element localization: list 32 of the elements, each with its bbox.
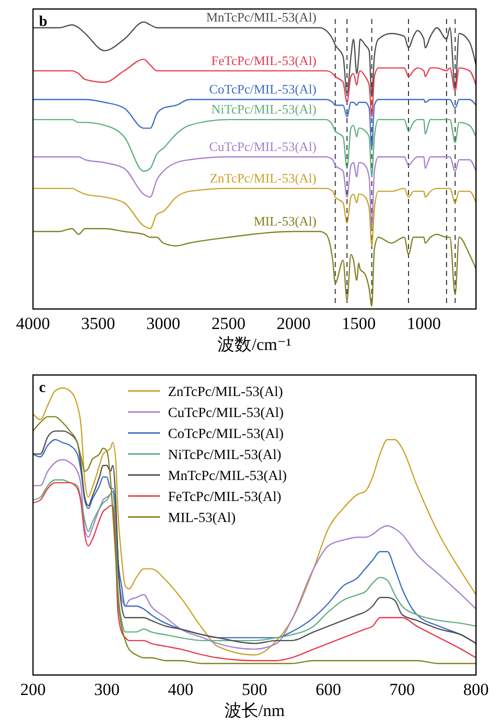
- x-tick-label: 3500: [81, 314, 116, 333]
- x-tick-label: 3000: [146, 314, 180, 333]
- chart-title: c: [39, 380, 46, 396]
- x-tick-label: 700: [389, 680, 415, 699]
- series-label: ZnTcPc/MIL-53(Al): [210, 170, 317, 186]
- series-label: MnTcPc/MIL-53(Al): [206, 10, 317, 25]
- series-label: CuTcPc/MIL-53(Al): [209, 138, 317, 154]
- x-tick-label: 300: [94, 680, 120, 699]
- x-tick-label: 1500: [342, 314, 376, 333]
- legend-label: ZnTcPc/MIL-53(Al): [168, 385, 284, 400]
- legend-label: CuTcPc/MIL-53(Al): [168, 406, 284, 421]
- legend-label: MnTcPc/MIL-53(Al): [168, 469, 288, 484]
- legend-label: CoTcPc/MIL-53(Al): [168, 427, 284, 442]
- x-tick-label: 4000: [16, 314, 50, 333]
- legend-label: FeTcPc/MIL-53(Al): [168, 490, 282, 505]
- series-label: CoTcPc/MIL-53(Al): [209, 81, 317, 96]
- legend-label: MIL-53(Al): [168, 511, 236, 526]
- series-label: FeTcPc/MIL-53(Al): [211, 52, 317, 68]
- x-axis-title: 波数/cm⁻¹: [218, 335, 292, 354]
- x-tick-label: 2000: [276, 314, 311, 333]
- chart-title: b: [39, 14, 48, 30]
- series-label: MIL-53(Al): [254, 214, 317, 229]
- x-tick-label: 2500: [211, 314, 246, 333]
- x-tick-label: 500: [242, 680, 268, 699]
- x-axis-title: 波长/nm: [224, 701, 285, 720]
- series-label: NiTcPc/MIL-53(Al): [211, 102, 317, 117]
- x-tick-label: 800: [463, 680, 489, 699]
- x-tick-label: 600: [316, 680, 342, 699]
- x-tick-label: 400: [168, 680, 194, 699]
- x-tick-label: 200: [20, 680, 46, 699]
- x-tick-label: 1000: [406, 314, 441, 333]
- legend-label: NiTcPc/MIL-53(Al): [168, 448, 282, 463]
